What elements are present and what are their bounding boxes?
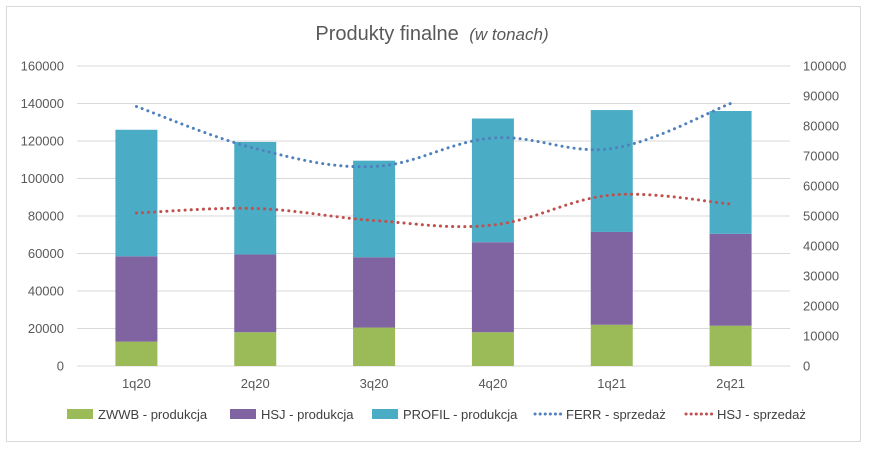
left-tick-label: 100000: [21, 171, 64, 186]
right-tick-label: 90000: [803, 89, 839, 104]
bar-segment: [115, 341, 158, 366]
x-tick-label: 4q20: [478, 376, 507, 391]
left-tick-label: 20000: [28, 321, 64, 336]
x-tick-label: 1q21: [597, 376, 626, 391]
legend-swatch: [372, 409, 398, 419]
right-tick-label: 60000: [803, 179, 839, 194]
bar-segment: [353, 327, 396, 366]
right-tick-label: 20000: [803, 299, 839, 314]
bar-segment: [471, 332, 514, 366]
legend-label: HSJ - produkcja: [261, 407, 354, 422]
chart-title: Produkty finalne (w tonach): [315, 23, 548, 45]
right-axis-ticks: 0 10000 20000 30000 40000 50000 60000 70000 8000…: [803, 59, 846, 374]
bar-segment: [709, 111, 752, 234]
bar-segment: [353, 160, 396, 258]
bar-segment: [471, 242, 514, 333]
bar-segment: [709, 233, 752, 326]
legend-label: ZWWB - produkcja: [98, 407, 208, 422]
bar-segment: [115, 129, 158, 257]
legend-swatch: [230, 409, 256, 419]
bar-segment: [590, 324, 633, 366]
bar-segment: [115, 256, 158, 342]
right-tick-label: 0: [803, 359, 810, 374]
gridlines: [77, 65, 790, 367]
right-tick-label: 40000: [803, 239, 839, 254]
right-tick-label: 10000: [803, 329, 839, 344]
left-tick-label: 0: [57, 359, 64, 374]
left-tick-label: 160000: [21, 59, 64, 74]
right-tick-label: 30000: [803, 269, 839, 284]
chart-title-unit: (w tonach): [469, 25, 548, 44]
left-tick-label: 120000: [21, 134, 64, 149]
legend-swatch: [67, 409, 93, 419]
lines: [134, 102, 733, 229]
right-tick-label: 70000: [803, 149, 839, 164]
bar-segment: [590, 110, 633, 232]
bar-segment: [709, 325, 752, 366]
x-tick-label: 2q20: [241, 376, 270, 391]
left-tick-label: 140000: [21, 96, 64, 111]
legend-label: HSJ - sprzedaż: [717, 407, 806, 422]
left-tick-label: 60000: [28, 246, 64, 261]
bar-segment: [234, 141, 277, 255]
x-tick-label: 1q20: [122, 376, 151, 391]
legend: ZWWB - produkcja HSJ - produkcja PROFIL - …: [67, 407, 806, 422]
bar-segment: [234, 254, 277, 333]
left-tick-label: 40000: [28, 284, 64, 299]
line-series: [134, 102, 733, 169]
legend-label: FERR - sprzedaż: [566, 407, 666, 422]
x-tick-label: 2q21: [716, 376, 745, 391]
x-tick-label: 3q20: [360, 376, 389, 391]
right-tick-label: 80000: [803, 119, 839, 134]
bar-segment: [590, 231, 633, 325]
x-axis-ticks: 1q20 2q20 3q20 4q20 1q21 2q21: [122, 376, 745, 391]
line-series: [134, 192, 733, 229]
left-axis-ticks: 0 20000 40000 60000 80000 100000 120000 140000 1…: [21, 59, 64, 374]
left-tick-label: 80000: [28, 209, 64, 224]
bar-segment: [234, 332, 277, 366]
legend-label: PROFIL - produkcja: [403, 407, 518, 422]
bar-segment: [353, 257, 396, 328]
chart-title-main: Produkty finalne: [315, 23, 458, 45]
right-tick-label: 100000: [803, 59, 846, 74]
right-tick-label: 50000: [803, 209, 839, 224]
bars: [115, 110, 752, 366]
